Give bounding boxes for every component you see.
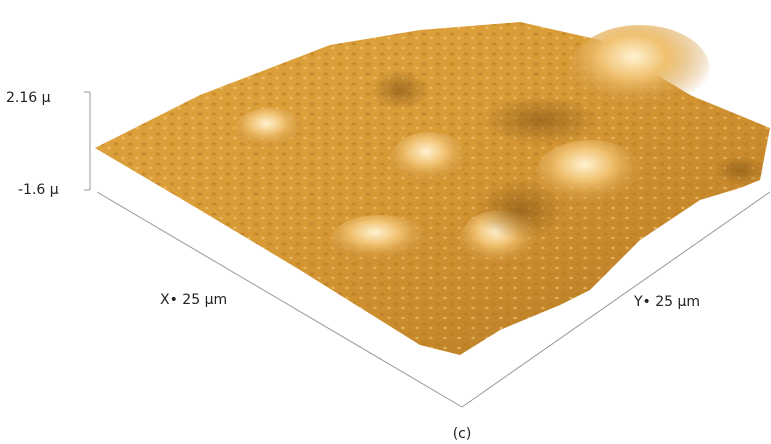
z-min-label: -1.6 µ [18, 182, 59, 198]
z-max-label: 2.16 µ [6, 90, 51, 106]
x-axis-label: X• 25 µm [160, 292, 227, 308]
y-axis-label: Y• 25 µm [633, 294, 700, 310]
caption: (c) [453, 426, 472, 442]
afm-figure: 2.16 µ -1.6 µ X• 25 µm Y• 25 µm (c) [0, 0, 771, 444]
